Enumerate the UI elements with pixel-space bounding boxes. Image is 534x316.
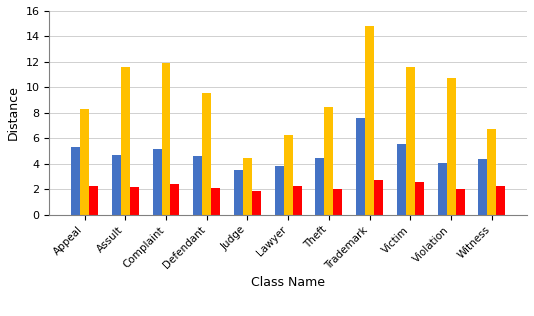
Bar <box>356 118 365 215</box>
Bar <box>284 135 293 215</box>
Bar <box>316 157 325 215</box>
Bar <box>243 157 252 215</box>
Bar <box>170 184 179 215</box>
Bar <box>193 156 202 215</box>
Bar <box>153 149 161 215</box>
Bar <box>365 26 374 215</box>
Bar <box>161 63 170 215</box>
Bar <box>478 159 488 215</box>
Bar <box>130 187 139 215</box>
Bar <box>275 167 284 215</box>
Bar <box>112 155 121 215</box>
Bar <box>202 93 211 215</box>
Bar <box>374 180 383 215</box>
Bar <box>397 143 406 215</box>
Bar <box>121 67 130 215</box>
Bar <box>325 106 333 215</box>
Y-axis label: Distance: Distance <box>7 85 20 140</box>
Bar <box>456 189 465 215</box>
Bar <box>415 182 424 215</box>
Bar <box>406 67 415 215</box>
Bar <box>71 147 80 215</box>
Bar <box>211 188 220 215</box>
Bar <box>89 185 98 215</box>
Bar <box>80 109 89 215</box>
Bar <box>488 130 497 215</box>
Bar <box>497 185 505 215</box>
Bar <box>446 78 456 215</box>
X-axis label: Class Name: Class Name <box>251 276 325 289</box>
Bar <box>333 189 342 215</box>
Bar <box>234 170 243 215</box>
Bar <box>293 185 302 215</box>
Bar <box>252 191 261 215</box>
Bar <box>438 163 446 215</box>
